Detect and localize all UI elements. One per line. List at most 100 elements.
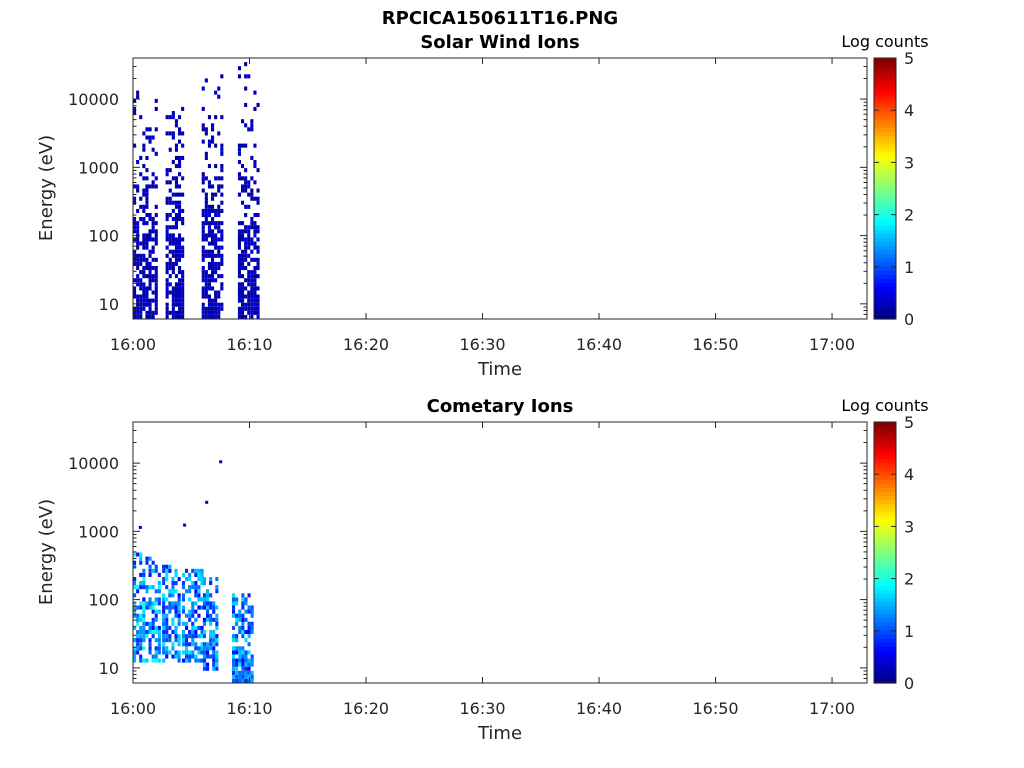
spectrogram-cell (165, 282, 169, 287)
colorbar-segment (874, 609, 896, 615)
spectrogram-cell (177, 634, 181, 639)
spectrogram-cell (191, 634, 195, 639)
spectrogram-cell (181, 249, 185, 254)
spectrogram-cell (253, 306, 257, 311)
spectrogram-cell (181, 270, 185, 275)
spectrogram-cell (133, 98, 137, 103)
spectrogram-cell (165, 245, 169, 250)
plot-axes: 16:00 16:10 16:20 16:30 16:40 16:50 17:00 10 100… (68, 421, 867, 718)
spectrogram-cell (194, 572, 198, 577)
spectrogram-cell (237, 143, 241, 148)
colorbar-segment (874, 613, 896, 619)
spectrogram-cell (165, 310, 169, 315)
spectrogram-cell (202, 658, 206, 663)
spectrogram-cell (214, 164, 218, 169)
spectrogram-cell (194, 646, 198, 651)
spectrogram-cell (253, 302, 257, 307)
colorbar-segment (874, 62, 896, 67)
spectrogram-cell (207, 282, 211, 287)
spectrogram-cell (136, 184, 140, 189)
spectrogram-cell (142, 147, 146, 152)
spectrogram-cell (154, 613, 158, 618)
spectrogram-point (138, 525, 142, 529)
spectrogram-cell (181, 593, 185, 598)
colorbar-segment (874, 176, 896, 181)
colorbar-segment (874, 139, 896, 145)
y-axis-label: Energy (eV) (36, 499, 57, 605)
spectrogram-cell (241, 237, 245, 242)
spectrogram-cell (136, 278, 140, 283)
colorbar-segment (874, 629, 896, 635)
spectrogram-cell (174, 650, 178, 655)
spectrogram-cell (220, 184, 224, 189)
spectrogram-cell (171, 270, 175, 275)
spectrogram-cell (237, 221, 241, 226)
spectrogram-cell (209, 617, 213, 622)
spectrogram-cell (250, 290, 254, 295)
spectrogram-cell (145, 314, 149, 319)
spectrogram-cell (209, 593, 213, 598)
spectrogram-cell (162, 613, 166, 618)
spectrogram-cell (212, 666, 216, 671)
spectrogram-cell (145, 168, 149, 173)
spectrogram-cell (253, 143, 257, 148)
spectrogram-cell (165, 617, 169, 622)
spectrogram-cell (207, 261, 211, 266)
spectrogram-cell (232, 638, 236, 643)
colorbar-segment (874, 106, 896, 112)
spectrogram-cell (207, 229, 211, 234)
spectrogram-cell (165, 302, 169, 307)
spectrogram-cell (214, 143, 218, 148)
spectrogram-cell (256, 249, 260, 254)
spectrogram-cell (145, 266, 149, 271)
plot-axes: 16:00 16:10 16:20 16:30 16:40 16:50 17:00 10 100… (68, 57, 867, 354)
spectrogram-cell (133, 221, 137, 226)
spectrogram-cell (165, 225, 169, 230)
spectrogram-cell (168, 266, 172, 271)
colorbar-segment (874, 78, 896, 84)
spectrogram-cell (178, 298, 182, 303)
spectrogram-cell (201, 123, 205, 128)
spectrogram-cell (244, 245, 248, 250)
spectrogram-cell (154, 221, 158, 226)
colorbar-segment (874, 306, 896, 312)
spectrogram-cell (247, 204, 251, 209)
spectrogram-cell (165, 253, 169, 258)
spectrogram-cell (185, 658, 189, 663)
spectrogram-cell (232, 601, 236, 606)
spectrogram-cell (154, 176, 158, 181)
spectrogram-cell (181, 572, 185, 577)
spectrogram-cell (145, 630, 149, 635)
spectrogram-cell (133, 237, 137, 242)
spectrogram-cell (250, 674, 254, 679)
spectrogram-cell (200, 572, 204, 577)
spectrogram-cell (214, 298, 218, 303)
spectrogram-cell (247, 662, 251, 667)
spectrogram-cell (148, 638, 152, 643)
spectrogram-cell (177, 613, 181, 618)
spectrogram-cell (207, 249, 211, 254)
spectrogram-cell (151, 609, 155, 614)
spectrogram-cell (194, 634, 198, 639)
spectrogram-cell (174, 164, 178, 169)
spectrogram-cell (165, 168, 169, 173)
spectrogram-cell (181, 302, 185, 307)
spectrogram-cell (165, 286, 169, 291)
spectrogram-cell (171, 176, 175, 181)
spectrogram-cell (232, 613, 236, 618)
spectrogram-cell (142, 233, 146, 238)
spectrogram-cell (202, 577, 206, 582)
colorbar-segment (874, 290, 896, 296)
spectrogram-cell (241, 294, 245, 299)
spectrogram-cell (209, 630, 213, 635)
y-tick-label: 1000 (78, 522, 119, 541)
spectrogram-cell (133, 646, 137, 651)
spectrogram-cell (136, 225, 140, 230)
spectrogram-cell (244, 650, 248, 655)
spectrogram-cell (171, 617, 175, 622)
spectrogram-cell (247, 650, 251, 655)
spectrogram-cell (151, 298, 155, 303)
spectrogram-cell (217, 261, 221, 266)
spectrogram-cell (256, 188, 260, 193)
colorbar-segment (874, 102, 896, 108)
